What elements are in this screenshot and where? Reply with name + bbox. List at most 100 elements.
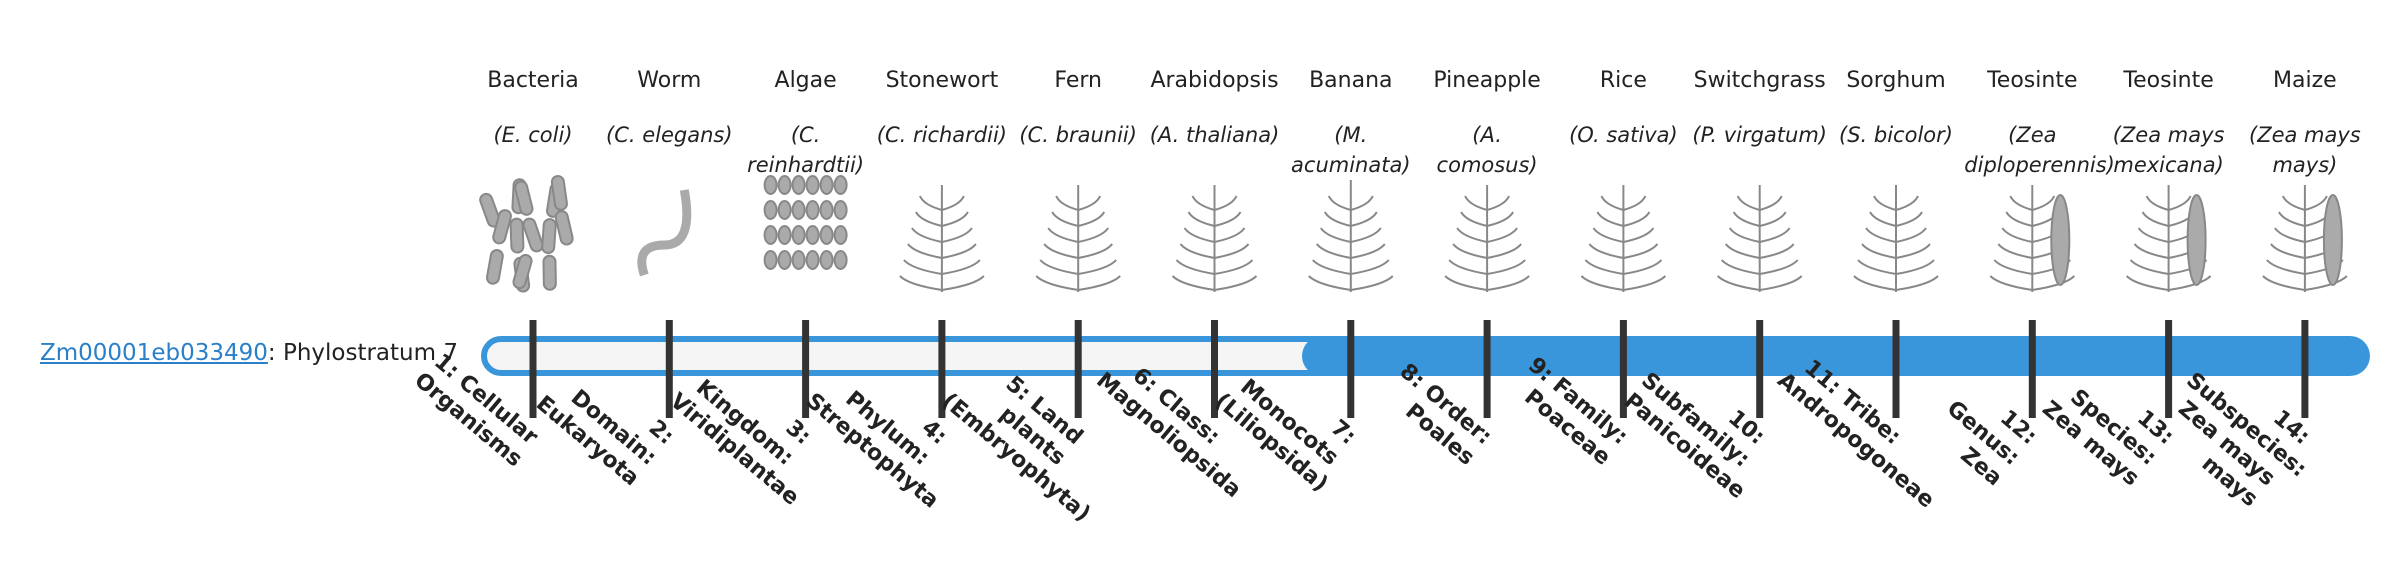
cell (819, 200, 834, 220)
organism-image (1308, 180, 1394, 292)
organism-name: Banana (1309, 68, 1393, 93)
organism-species: (Zea diploperennis) (1964, 123, 2115, 177)
cell (763, 200, 778, 220)
leaf (1486, 227, 1518, 243)
organism-image (1853, 185, 1939, 292)
organism-image (1171, 185, 1258, 292)
leaf (1623, 243, 1659, 259)
organism-species: (O. sativa) (1569, 123, 1678, 147)
cell (777, 175, 792, 195)
rod (509, 217, 525, 254)
leaf (941, 211, 969, 227)
leaf (1895, 211, 1923, 227)
organism-name: Bacteria (487, 68, 579, 93)
leaf (915, 211, 943, 227)
leaf (941, 275, 985, 291)
cell (777, 200, 792, 220)
leaf (1456, 227, 1488, 243)
leaf (2304, 195, 2328, 211)
leaf (2168, 195, 2192, 211)
cell (791, 250, 806, 270)
organism-name: Teosinte (2123, 68, 2214, 93)
organism-species: (Zea mays mays) (2249, 123, 2361, 177)
leaf (2009, 195, 2033, 211)
leaf (2274, 227, 2306, 243)
cell (791, 175, 806, 195)
cell (805, 250, 820, 270)
leaf (1191, 195, 1215, 211)
ear (2186, 194, 2207, 286)
leaf (1895, 195, 1919, 211)
cell (777, 250, 792, 270)
rod (542, 254, 557, 291)
organism-name: Switchgrass (1693, 68, 1826, 93)
leaf (1350, 195, 1374, 211)
leaf (1623, 195, 1647, 211)
leaf (1055, 195, 1079, 211)
leaf (1171, 275, 1215, 291)
leaf (1588, 243, 1624, 259)
leaf (1865, 227, 1897, 243)
leaf (1869, 211, 1897, 227)
cell (819, 250, 834, 270)
leaf (1047, 227, 1079, 243)
leaf (1078, 259, 1117, 275)
ear (2322, 194, 2343, 286)
leaf (2032, 195, 2056, 211)
cell (777, 225, 792, 245)
leaf (1623, 227, 1655, 243)
leaf (1179, 243, 1215, 259)
leaf (1728, 227, 1760, 243)
cell (763, 250, 778, 270)
leaf (2262, 275, 2306, 291)
leaf (1759, 211, 1787, 227)
leaf (1350, 227, 1382, 243)
leaf (1214, 195, 1238, 211)
organism-species: (C. reinhardtii) (747, 123, 865, 177)
leaf (1759, 227, 1791, 243)
rod (492, 209, 512, 245)
leaf (1350, 275, 1394, 291)
leaf (1584, 259, 1624, 275)
leaf (1183, 227, 1215, 243)
bar-fill (1302, 336, 2370, 376)
leaf (1736, 195, 1760, 211)
leaf (1596, 211, 1624, 227)
leaf (1486, 243, 1522, 259)
leaf (2001, 227, 2033, 243)
leaf (1993, 259, 2033, 275)
leaf (1623, 275, 1667, 291)
leaf (1308, 275, 1351, 291)
cell (805, 175, 820, 195)
leaf (1077, 195, 1102, 211)
organism-image (1444, 185, 1530, 292)
rod (554, 210, 574, 246)
leaf (1759, 243, 1795, 259)
organism-name: Arabidopsis (1150, 68, 1279, 93)
leaf (1464, 195, 1488, 211)
leaf (1350, 243, 1386, 259)
cell (791, 200, 806, 220)
leaf (907, 243, 943, 259)
leaf (2032, 275, 2076, 291)
cell (791, 225, 806, 245)
organism-species: (C. elegans) (606, 123, 733, 147)
gene-link[interactable]: Zm00001eb033490 (40, 340, 268, 366)
leaf (2145, 195, 2169, 211)
rod (485, 249, 504, 285)
leaf (1077, 227, 1110, 243)
organism-species: (Zea mays mexicana) (2112, 123, 2225, 177)
leaf (1214, 275, 1258, 291)
organism-species: (S. bicolor) (1839, 123, 1953, 147)
leaf (1327, 195, 1352, 211)
organism-name: Pineapple (1433, 68, 1541, 93)
cell (833, 250, 848, 270)
leaf (1720, 259, 1760, 275)
phylostratum-label: : Phylostratum 7 (267, 340, 458, 366)
leaf (2304, 275, 2348, 291)
organism-image (2262, 185, 2348, 292)
organism-name: Fern (1054, 68, 1102, 93)
leaf (1039, 259, 1079, 275)
